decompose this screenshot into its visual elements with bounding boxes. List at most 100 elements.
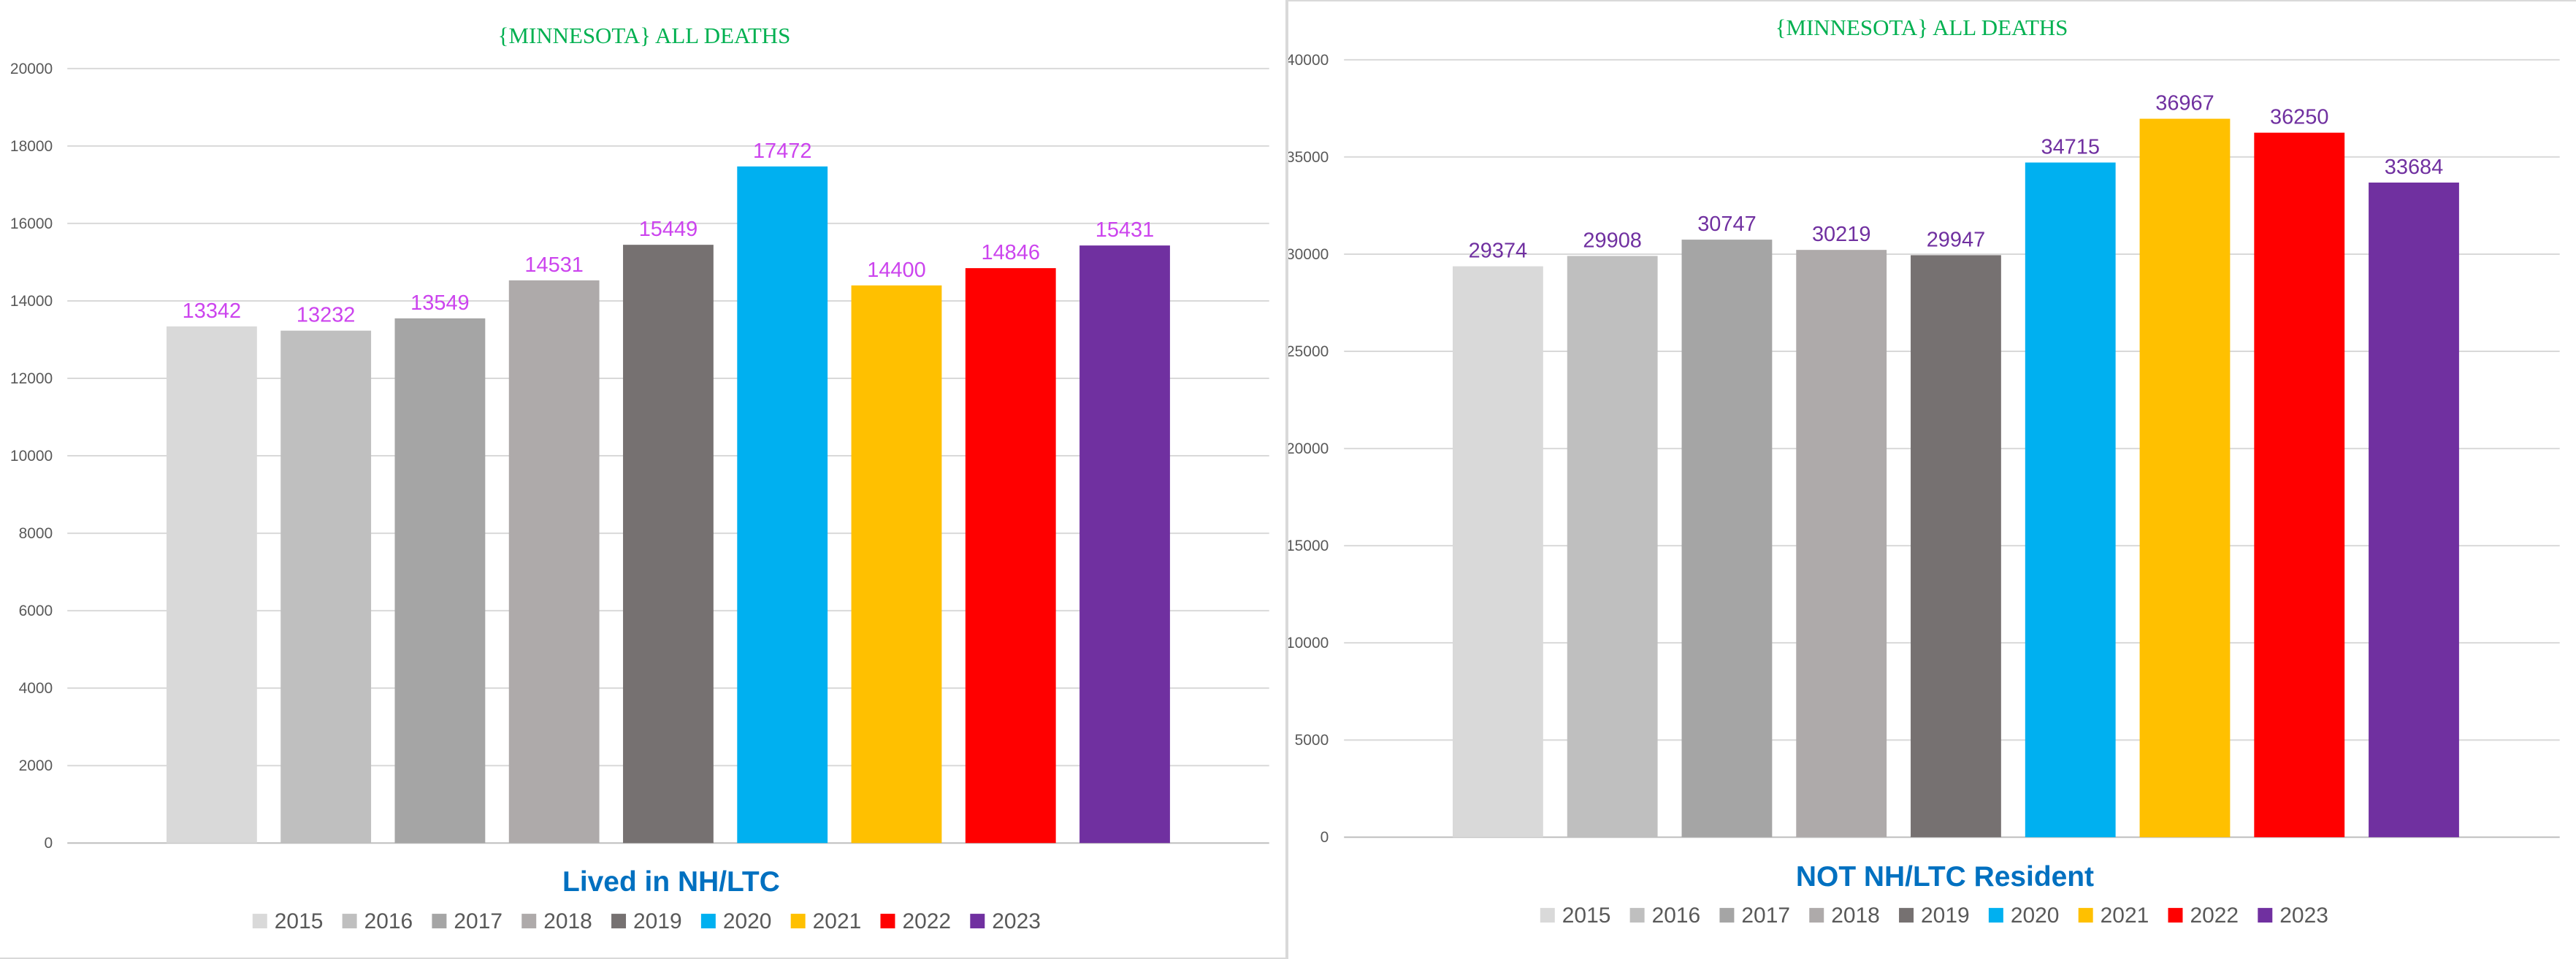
y-tick-label: 15000 — [1288, 538, 1329, 554]
bar-chart-not-nh-ltc: {MINNESOTA} ALL DEATHS 0 5000 10000 15000 200… — [1288, 15, 2560, 928]
legend-label-2015: 2015 — [275, 909, 324, 933]
bar-2016 — [280, 330, 372, 844]
y-tick-label: 2000 — [19, 757, 53, 774]
y-tick-label: 8000 — [19, 525, 53, 542]
data-label-2019: 15449 — [639, 218, 697, 241]
data-label-2020: 17472 — [753, 140, 811, 163]
legend-label-2016: 2016 — [364, 909, 413, 933]
y-tick-label: 18000 — [10, 138, 53, 155]
legend-swatch-2021 — [790, 914, 806, 929]
y-tick-label: 35000 — [1288, 149, 1329, 166]
y-tick-label: 20000 — [1288, 440, 1329, 457]
bar-2017 — [1681, 240, 1773, 838]
bar-2022 — [2254, 132, 2345, 838]
legend-label-2016: 2016 — [1652, 903, 1701, 928]
data-label-2017: 30747 — [1697, 213, 1756, 236]
bar-2022 — [965, 268, 1056, 844]
data-label-2022: 14846 — [981, 241, 1039, 264]
y-tick-label: 10000 — [10, 448, 53, 465]
y-tick-label: 25000 — [1288, 343, 1329, 360]
legend-label-2022: 2022 — [902, 909, 951, 933]
y-tick-label: 40000 — [1288, 52, 1329, 69]
x-axis-title: Lived in NH/LTC — [562, 866, 780, 898]
bar-2018 — [1796, 250, 1887, 838]
legend-label-2023: 2023 — [992, 909, 1041, 933]
bar-2017 — [394, 318, 486, 844]
bar-2019 — [1911, 255, 2001, 838]
data-label-2021: 14400 — [867, 259, 925, 282]
legend-swatch-2023 — [2258, 908, 2273, 923]
data-label-2018: 30219 — [1812, 223, 1870, 246]
legend-swatch-2018 — [1809, 908, 1824, 923]
legend-swatch-2020 — [1988, 908, 2003, 923]
bar-2020 — [737, 166, 828, 844]
bar-2019 — [623, 245, 714, 844]
legend-swatch-2019 — [611, 914, 627, 929]
legend-swatch-2019 — [1899, 908, 1914, 923]
legend-swatch-2016 — [342, 914, 357, 929]
y-tick-label: 10000 — [1288, 635, 1329, 652]
y-tick-label: 16000 — [10, 215, 53, 232]
bar-2016 — [1567, 256, 1658, 838]
bar-2015 — [1453, 266, 1543, 838]
legend-label-2022: 2022 — [2190, 903, 2239, 928]
data-label-2023: 33684 — [2385, 156, 2443, 179]
legend-label-2021: 2021 — [813, 909, 862, 933]
legend-swatch-2022 — [2168, 908, 2183, 923]
legend-label-2019: 2019 — [1921, 903, 1970, 928]
legend-label-2015: 2015 — [1562, 903, 1611, 928]
legend-swatch-2015 — [1540, 908, 1555, 923]
legend-swatch-2021 — [2078, 908, 2093, 923]
legend-swatch-2015 — [252, 914, 267, 929]
legend-label-2017: 2017 — [454, 909, 502, 933]
x-axis-title: NOT NH/LTC Resident — [1796, 861, 2094, 893]
legend-swatch-2018 — [521, 914, 537, 929]
legend-swatch-2016 — [1629, 908, 1645, 923]
data-label-2018: 14531 — [524, 253, 583, 277]
chart-title: {MINNESOTA} ALL DEATHS — [498, 23, 791, 48]
y-tick-label: 14000 — [10, 293, 53, 310]
legend-swatch-2017 — [1719, 908, 1735, 923]
data-label-2022: 36250 — [2270, 106, 2328, 129]
bar-2015 — [166, 326, 257, 844]
y-tick-label: 4000 — [19, 680, 53, 697]
bar-2021 — [851, 285, 942, 844]
y-tick-label: 0 — [1321, 829, 1329, 846]
y-tick-label: 12000 — [10, 370, 53, 387]
legend-swatch-2023 — [970, 914, 985, 929]
bar-chart-nh-ltc: {MINNESOTA} ALL DEATHS 0 2000 4000 6000 8000 1… — [10, 23, 1269, 933]
chart-panel-not-nh-ltc: {MINNESOTA} ALL DEATHS 0 5000 10000 15000 200… — [1287, 0, 2576, 959]
legend-label-2023: 2023 — [2279, 903, 2328, 928]
y-tick-label: 20000 — [10, 61, 53, 77]
legend-label-2020: 2020 — [2011, 903, 2060, 928]
legend-label-2019: 2019 — [633, 909, 682, 933]
bar-2020 — [2025, 162, 2116, 838]
chart-title: {MINNESOTA} ALL DEATHS — [1776, 15, 2068, 40]
data-label-2023: 15431 — [1096, 218, 1154, 242]
bar-2018 — [508, 280, 600, 844]
data-label-2015: 13342 — [183, 299, 241, 323]
legend-label-2021: 2021 — [2101, 903, 2149, 928]
data-label-2020: 34715 — [2041, 136, 2099, 159]
y-tick-label: 0 — [45, 835, 53, 852]
y-tick-label: 30000 — [1288, 246, 1329, 263]
y-tick-label: 6000 — [19, 603, 53, 619]
legend-label-2018: 2018 — [1831, 903, 1880, 928]
data-label-2016: 29908 — [1583, 229, 1641, 252]
legend-swatch-2020 — [700, 914, 716, 929]
bar-2023 — [2369, 182, 2459, 838]
legend-swatch-2017 — [432, 914, 447, 929]
legend-label-2018: 2018 — [543, 909, 592, 933]
data-label-2021: 36967 — [2155, 92, 2214, 115]
bar-2021 — [2139, 118, 2231, 838]
chart-panel-nh-ltc: {MINNESOTA} ALL DEATHS 0 2000 4000 6000 8000 1… — [0, 0, 1287, 959]
legend-label-2017: 2017 — [1741, 903, 1790, 928]
y-tick-label: 5000 — [1295, 732, 1329, 749]
data-label-2015: 29374 — [1469, 240, 1527, 263]
bar-2023 — [1079, 245, 1170, 844]
data-label-2017: 13549 — [410, 291, 469, 315]
data-label-2019: 29947 — [1927, 228, 1985, 251]
legend-swatch-2022 — [880, 914, 895, 929]
data-label-2016: 13232 — [297, 304, 355, 327]
legend-label-2020: 2020 — [723, 909, 772, 933]
